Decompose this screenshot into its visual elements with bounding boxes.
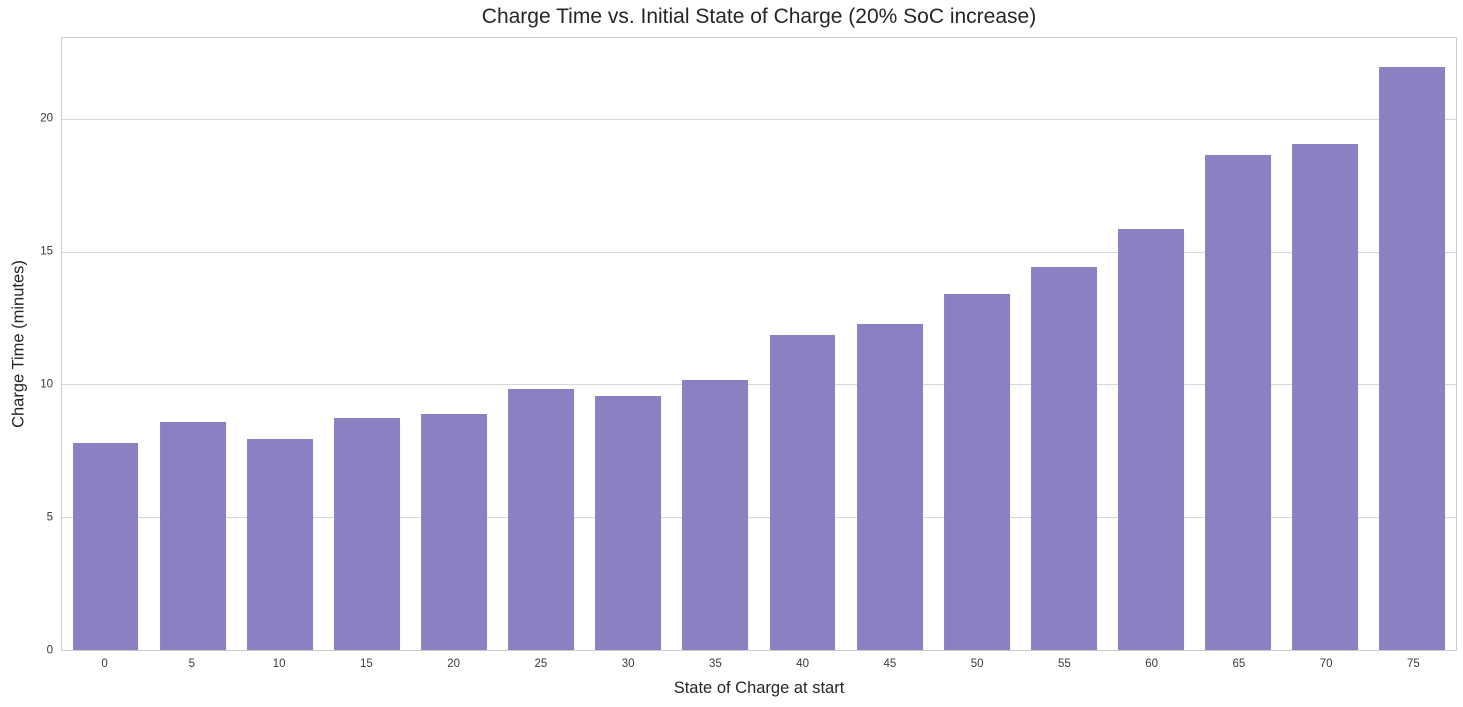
y-tick-label-15: 15 <box>40 245 53 258</box>
gridline-y-15 <box>62 251 1456 253</box>
bar-soc-25 <box>508 389 575 650</box>
bar-soc-45 <box>856 324 923 650</box>
bar-soc-60 <box>1118 228 1185 650</box>
bars <box>62 38 1456 650</box>
bar-soc-0 <box>72 443 139 650</box>
bar-soc-10 <box>246 439 313 650</box>
x-tick-label-60: 60 <box>1145 658 1159 670</box>
bar-soc-55 <box>1030 267 1097 650</box>
x-tick-label-25: 25 <box>534 658 548 670</box>
y-tick-label-20: 20 <box>40 112 53 125</box>
x-axis-label: State of Charge at start <box>673 679 845 697</box>
plot-area <box>61 37 1457 651</box>
bar-soc-75 <box>1379 67 1446 650</box>
x-tick-label-30: 30 <box>621 658 635 670</box>
gridline-y-10 <box>62 384 1456 386</box>
y-tick-label-5: 5 <box>46 511 53 524</box>
bar-soc-15 <box>333 418 400 650</box>
chart-title: Charge Time vs. Initial State of Charge … <box>481 5 1037 28</box>
bar-soc-30 <box>595 395 662 650</box>
x-tick-label-45: 45 <box>883 658 897 670</box>
x-tick-label-40: 40 <box>796 658 810 670</box>
bar-soc-40 <box>769 334 836 650</box>
x-tick-label-70: 70 <box>1319 658 1333 670</box>
bar-soc-70 <box>1292 143 1359 650</box>
y-tick-label-10: 10 <box>40 378 53 391</box>
gridline-y-20 <box>62 119 1456 121</box>
x-tick-label-75: 75 <box>1406 658 1420 670</box>
x-tick-label-50: 50 <box>970 658 984 670</box>
x-tick-label-35: 35 <box>708 658 722 670</box>
x-tick-label-15: 15 <box>359 658 373 670</box>
y-tick-label-0: 0 <box>46 644 53 657</box>
x-tick-label-10: 10 <box>272 658 286 670</box>
x-tick-label-55: 55 <box>1057 658 1071 670</box>
x-tick-label-20: 20 <box>447 658 461 670</box>
y-axis-label: Charge Time (minutes) <box>9 260 28 428</box>
bar-soc-5 <box>159 422 226 650</box>
x-tick-label-5: 5 <box>188 658 196 670</box>
bar-soc-35 <box>682 379 749 650</box>
bar-soc-20 <box>421 414 488 650</box>
bar-soc-65 <box>1205 154 1272 650</box>
bar-soc-50 <box>943 293 1010 650</box>
gridline-y-5 <box>62 516 1456 518</box>
x-tick-label-0: 0 <box>101 658 108 670</box>
gridlines <box>62 38 1456 650</box>
x-tick-label-65: 65 <box>1232 658 1246 670</box>
